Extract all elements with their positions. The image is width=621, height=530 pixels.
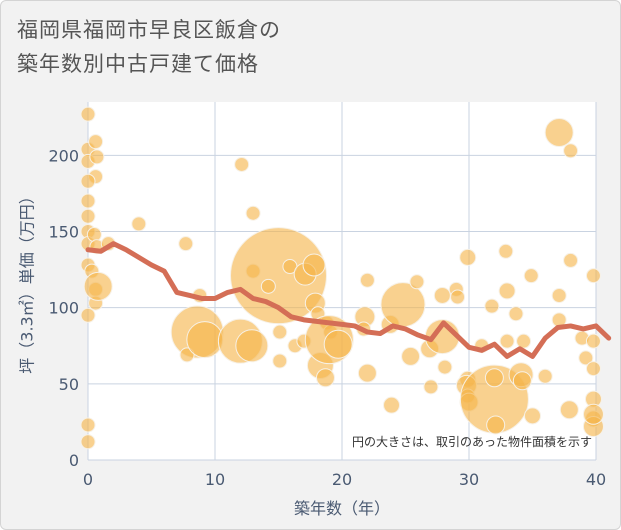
y-tick-label: 200 xyxy=(48,146,79,165)
chart-title: 福岡県福岡市早良区飯倉の 築年数別中古戸建て価格 xyxy=(17,13,281,81)
bubble-point[interactable] xyxy=(272,324,288,340)
bubble-point[interactable] xyxy=(582,403,604,425)
y-tick-label: 0 xyxy=(69,451,79,470)
bubble-point[interactable] xyxy=(437,359,453,375)
trend-line xyxy=(85,241,612,359)
bubble-point[interactable] xyxy=(433,286,451,304)
bubble-point[interactable] xyxy=(423,379,439,395)
bubble-point[interactable] xyxy=(563,252,579,268)
bubble-point[interactable] xyxy=(516,333,532,349)
bubble-point[interactable] xyxy=(80,307,96,323)
bubble-point[interactable] xyxy=(80,434,96,450)
bubble-point[interactable] xyxy=(524,407,541,425)
bubble-point[interactable] xyxy=(486,415,506,435)
bubble-point[interactable] xyxy=(544,117,574,147)
bubble-point[interactable] xyxy=(323,329,353,359)
bubble-point[interactable] xyxy=(585,333,601,349)
bubble-point[interactable] xyxy=(272,353,288,369)
x-tick-label: 20 xyxy=(332,470,352,489)
bubble-point[interactable] xyxy=(512,371,532,391)
bubble-point[interactable] xyxy=(537,368,553,384)
bubble-point[interactable] xyxy=(409,274,425,290)
trend-series xyxy=(85,241,612,359)
x-tick-label: 10 xyxy=(205,470,225,489)
bubble-point[interactable] xyxy=(563,143,579,159)
bubble-point[interactable] xyxy=(178,236,194,252)
bubble-point[interactable] xyxy=(499,333,515,349)
y-axis-label: 坪（3.3㎡）単価（万円） xyxy=(18,188,37,373)
y-tick-label: 50 xyxy=(59,375,79,394)
bubble-point[interactable] xyxy=(380,282,426,328)
bubble-point[interactable] xyxy=(585,268,601,284)
bubble-point[interactable] xyxy=(83,271,113,301)
title-line-1: 福岡県福岡市早良区飯倉の xyxy=(17,18,281,42)
bubble-point[interactable] xyxy=(551,287,567,303)
bubble-point[interactable] xyxy=(80,193,96,209)
bubble-point[interactable] xyxy=(131,216,147,232)
x-axis-label: 築年数（年） xyxy=(294,499,390,518)
bubble-point[interactable] xyxy=(484,368,504,388)
bubble-point[interactable] xyxy=(80,208,96,224)
bubble-point[interactable] xyxy=(459,248,477,266)
bubble-point[interactable] xyxy=(80,106,96,122)
bubble-point[interactable] xyxy=(80,173,96,189)
bubble-point[interactable] xyxy=(498,282,516,300)
bubble-point[interactable] xyxy=(89,149,105,165)
bubble-point[interactable] xyxy=(498,243,514,259)
bubble-point[interactable] xyxy=(302,253,326,277)
bubble-point[interactable] xyxy=(450,289,466,305)
bubble-point[interactable] xyxy=(585,361,601,377)
bubble-point[interactable] xyxy=(235,329,269,363)
x-tick-label: 30 xyxy=(459,470,479,489)
title-line-2: 築年数別中古戸建て価格 xyxy=(17,52,259,76)
bubble-size-note: 円の大きさは、取引のあった物件面積を示す xyxy=(352,434,592,449)
bubble-point[interactable] xyxy=(315,368,335,388)
bubble-point[interactable] xyxy=(357,363,377,383)
x-tick-label: 40 xyxy=(586,470,606,489)
y-tick-label: 150 xyxy=(48,222,79,241)
bubble-point[interactable] xyxy=(559,400,579,420)
bubble-point[interactable] xyxy=(86,227,102,243)
bubble-point[interactable] xyxy=(359,272,375,288)
bubble-point[interactable] xyxy=(578,350,594,366)
bubble-point[interactable] xyxy=(234,156,250,172)
y-tick-label: 100 xyxy=(48,299,79,318)
bubble-point[interactable] xyxy=(484,298,500,314)
bubble-point[interactable] xyxy=(260,278,276,294)
bubble-point[interactable] xyxy=(88,134,104,150)
bubble-point[interactable] xyxy=(245,205,261,221)
bubble-point[interactable] xyxy=(401,346,421,366)
tick-labels: 0 10 20 30 40 0 50 100 150 200 xyxy=(48,146,606,489)
bubble-point[interactable] xyxy=(80,417,96,433)
bubble-point[interactable] xyxy=(383,396,401,414)
bubble-point[interactable] xyxy=(508,306,524,322)
bubble-point[interactable] xyxy=(186,321,224,359)
bubble-point[interactable] xyxy=(523,268,539,284)
x-tick-label: 0 xyxy=(83,470,93,489)
